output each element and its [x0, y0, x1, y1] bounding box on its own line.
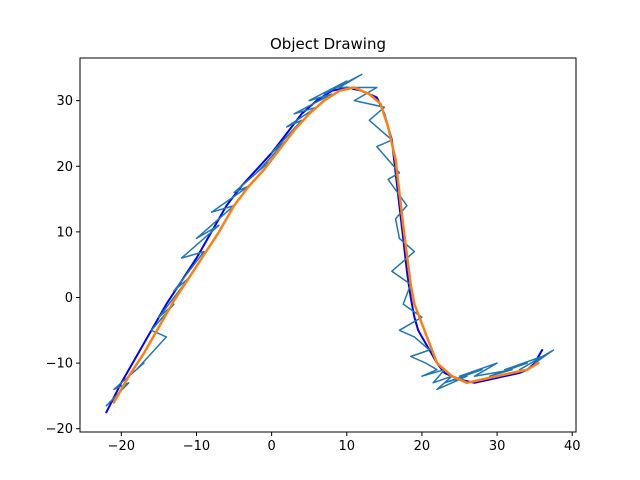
chart-title: Object Drawing: [270, 35, 386, 53]
series-line-3: [112, 86, 540, 404]
y-tick-label: 0: [65, 291, 73, 306]
axes-frame: [79, 57, 577, 433]
x-tick-label: 0: [267, 439, 275, 454]
x-tick-label: 20: [414, 439, 431, 454]
x-tick-label: 30: [489, 439, 506, 454]
y-tick-label: −10: [46, 357, 73, 372]
x-tick-label: 10: [339, 439, 356, 454]
y-tick-label: 20: [56, 160, 73, 175]
series-line-2: [105, 73, 555, 407]
x-tick-label: 40: [564, 439, 581, 454]
y-tick-label: 30: [56, 94, 73, 109]
plot-area: −20 −10 0 10 20 30 40 −20 −10 0 10 20 30: [46, 57, 581, 454]
y-tick-label: 10: [56, 225, 73, 240]
x-tick-label: −10: [183, 439, 210, 454]
y-tick-label: −20: [46, 422, 73, 437]
x-tick-label: −20: [108, 439, 135, 454]
